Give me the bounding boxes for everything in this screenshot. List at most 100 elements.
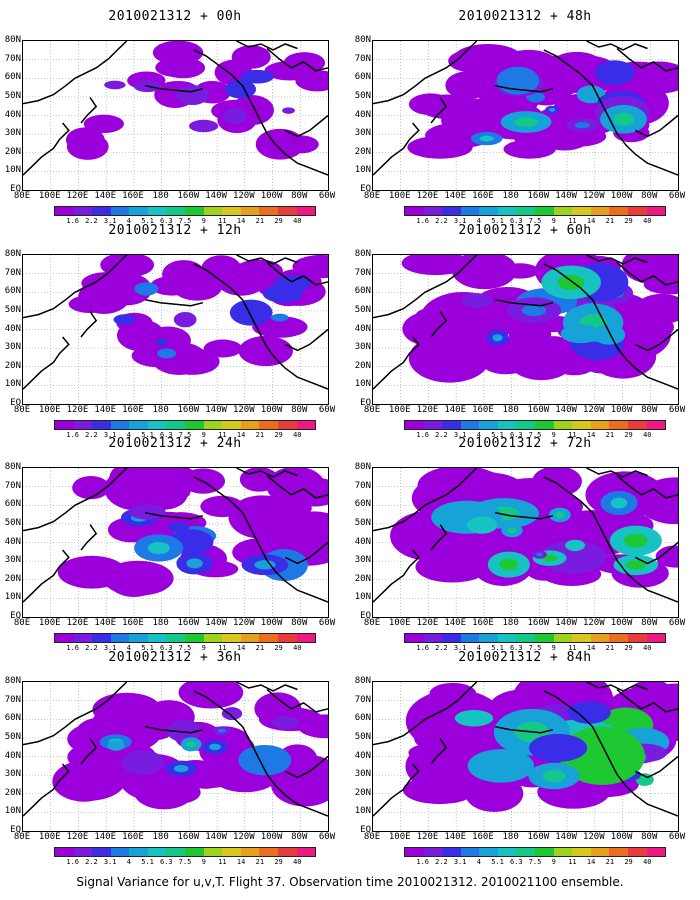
colorbar-level-label: 5.1 [141,644,154,652]
colorbar-level-label: 1.6 [416,644,430,652]
colorbar-swatch [92,207,111,215]
colorbar-swatch [460,848,480,856]
x-tick-label: 140E [94,832,117,842]
colorbar-level-label: 9 [201,431,206,439]
coastline [494,298,554,307]
y-tick-label: 40N [4,750,21,761]
colorbar-level-label: 9 [551,217,556,225]
colorbar-level-label: 5.1 [141,217,154,225]
variance-region [130,478,191,505]
variance-core [595,60,635,86]
variance-region [264,61,315,81]
x-tick-label: 120E [66,405,89,415]
variance-peak [521,304,547,317]
colorbar-level-label: 21 [605,431,615,439]
panel-title: 2010021312 + 24h [108,436,242,451]
map-area [22,254,329,405]
y-tick-label: 20N [4,573,21,584]
x-tick-label: 120E [416,832,439,842]
colorbar-swatch [572,207,591,215]
variance-peak [542,770,566,783]
x-tick-label: 100E [38,832,61,842]
panel-title: 2010021312 + 36h [108,650,242,665]
x-tick-label: 140W [205,191,227,201]
variance-region [102,272,152,306]
variance-core [282,107,295,114]
variance-core [221,707,243,721]
colorbar-level-label: 1.6 [66,644,80,652]
variance-core [466,516,498,534]
variance-peak [217,728,226,733]
x-tick-label: 80E [13,618,31,628]
x-tick-label: 120W [582,832,605,842]
colorbar-swatch [405,421,424,429]
colorbar-level-label: 6.3 [159,644,173,652]
colorbar-level-label: 7.5 [178,644,192,652]
variance-core [157,348,177,359]
coastline [494,511,554,520]
y-tick-label: 20N [354,573,371,584]
y-tick-label: 30N [354,128,371,139]
coastline [80,524,98,551]
colorbar-swatch [277,848,297,856]
colorbar-swatch [296,207,316,215]
coastline [23,255,128,319]
variance-core [107,740,125,751]
colorbar-labels: 1.6 2.2 3.1 4 5.1 6.3 7.5 9 11 14 21 29 40 [404,859,666,867]
coastline [23,763,70,817]
y-tick-label: 50N [4,90,21,101]
x-tick-label: 140E [444,832,467,842]
colorbar-swatch [277,207,297,215]
colorbar-swatch [497,634,517,642]
coastline [80,311,98,338]
variance-core [528,733,588,762]
map-area [22,681,329,832]
y-tick-label: 30N [4,769,21,780]
colorbar-swatch [442,207,461,215]
variance-peak [186,558,203,569]
variance-core [565,539,586,552]
x-tick-label: 80W [641,832,658,842]
colorbar-level-label: 4 [476,858,481,866]
colorbar [404,206,666,216]
variance-peak [479,135,494,142]
colorbar-level-label: 2.2 [85,431,98,439]
map-panel: 2010021312 + 60h 80N 70N 60N 50N 40N 30N 20N 10N… [350,214,700,439]
coastline [144,511,204,520]
variance-region [448,50,490,72]
colorbar-swatch [129,207,148,215]
colorbar-swatch [259,207,278,215]
colorbar-swatch [55,421,74,429]
colorbar-swatch [203,848,223,856]
y-tick-label: 30N [4,128,21,139]
coastline [266,47,328,72]
variance-region [172,273,222,301]
variance-peak [555,511,565,519]
x-tick-label: 160W [527,618,550,628]
x-tick-label: 80E [13,405,31,415]
variance-region [152,41,204,65]
y-tick-label: 50N [4,304,21,315]
x-tick-label: 120E [416,618,439,628]
colorbar-swatch [73,848,93,856]
x-tick-label: 100W [260,832,283,842]
variance-core [592,324,626,345]
x-tick-label: 160E [472,191,494,201]
figure-caption: Signal Variance for u,v,T. Flight 37. Ob… [76,875,624,889]
colorbar-labels: 1.6 2.2 3.1 4 5.1 6.3 7.5 9 11 14 21 29 40 [404,218,666,226]
coastline [266,688,328,713]
colorbar-swatch [627,848,647,856]
colorbar-level-label: 40 [643,644,652,652]
colorbar-level-label: 11 [218,858,227,866]
coastline [586,255,648,265]
x-tick-label: 100W [260,405,283,415]
colorbar-swatch [442,421,461,429]
colorbar-level-label: 3.1 [103,431,117,439]
map-area [372,254,679,405]
coastline [634,328,678,352]
colorbar-swatch [627,421,647,429]
x-tick-label: 140W [555,405,577,415]
x-tick-label: 100E [38,618,61,628]
coastline [373,549,420,603]
colorbar-level-label: 6.3 [509,644,523,652]
